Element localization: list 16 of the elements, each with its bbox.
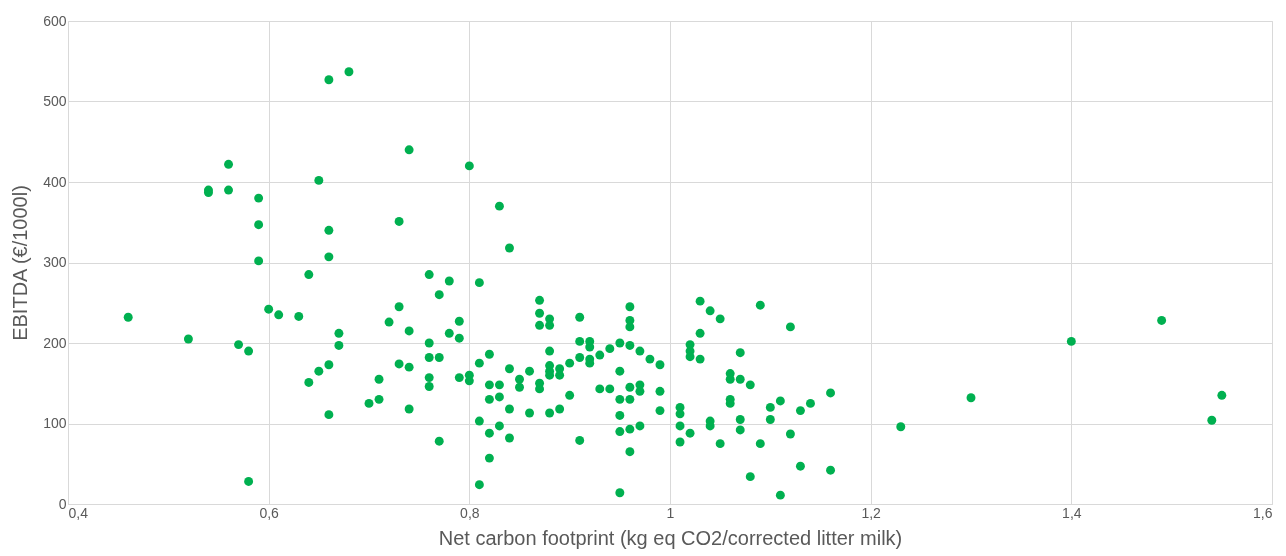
x-axis-title: Net carbon footprint (kg eq CO2/corrected litter milk) [438,526,903,549]
x-tick-label: 1 [666,504,675,521]
y-tick-label: 0 [58,495,67,512]
x-tick-label: 1,2 [861,504,882,521]
y-tick-label: 500 [43,93,67,109]
y-tick-label: 400 [43,173,67,190]
y-tick-label: 300 [43,254,67,270]
y-tick-label: 600 [43,12,67,29]
x-tick-label: 0,6 [259,504,280,521]
x-tick-label: 1,6 [1253,504,1273,521]
x-tick-label: 1,4 [1062,504,1082,521]
x-tick-label: 0,8 [460,504,480,521]
x-tick-label: 0,4 [68,504,89,521]
y-tick-label: 100 [43,415,67,431]
y-axis-title: EBITDA (€/1000l) [9,185,32,341]
y-tick-label: 200 [43,334,67,351]
